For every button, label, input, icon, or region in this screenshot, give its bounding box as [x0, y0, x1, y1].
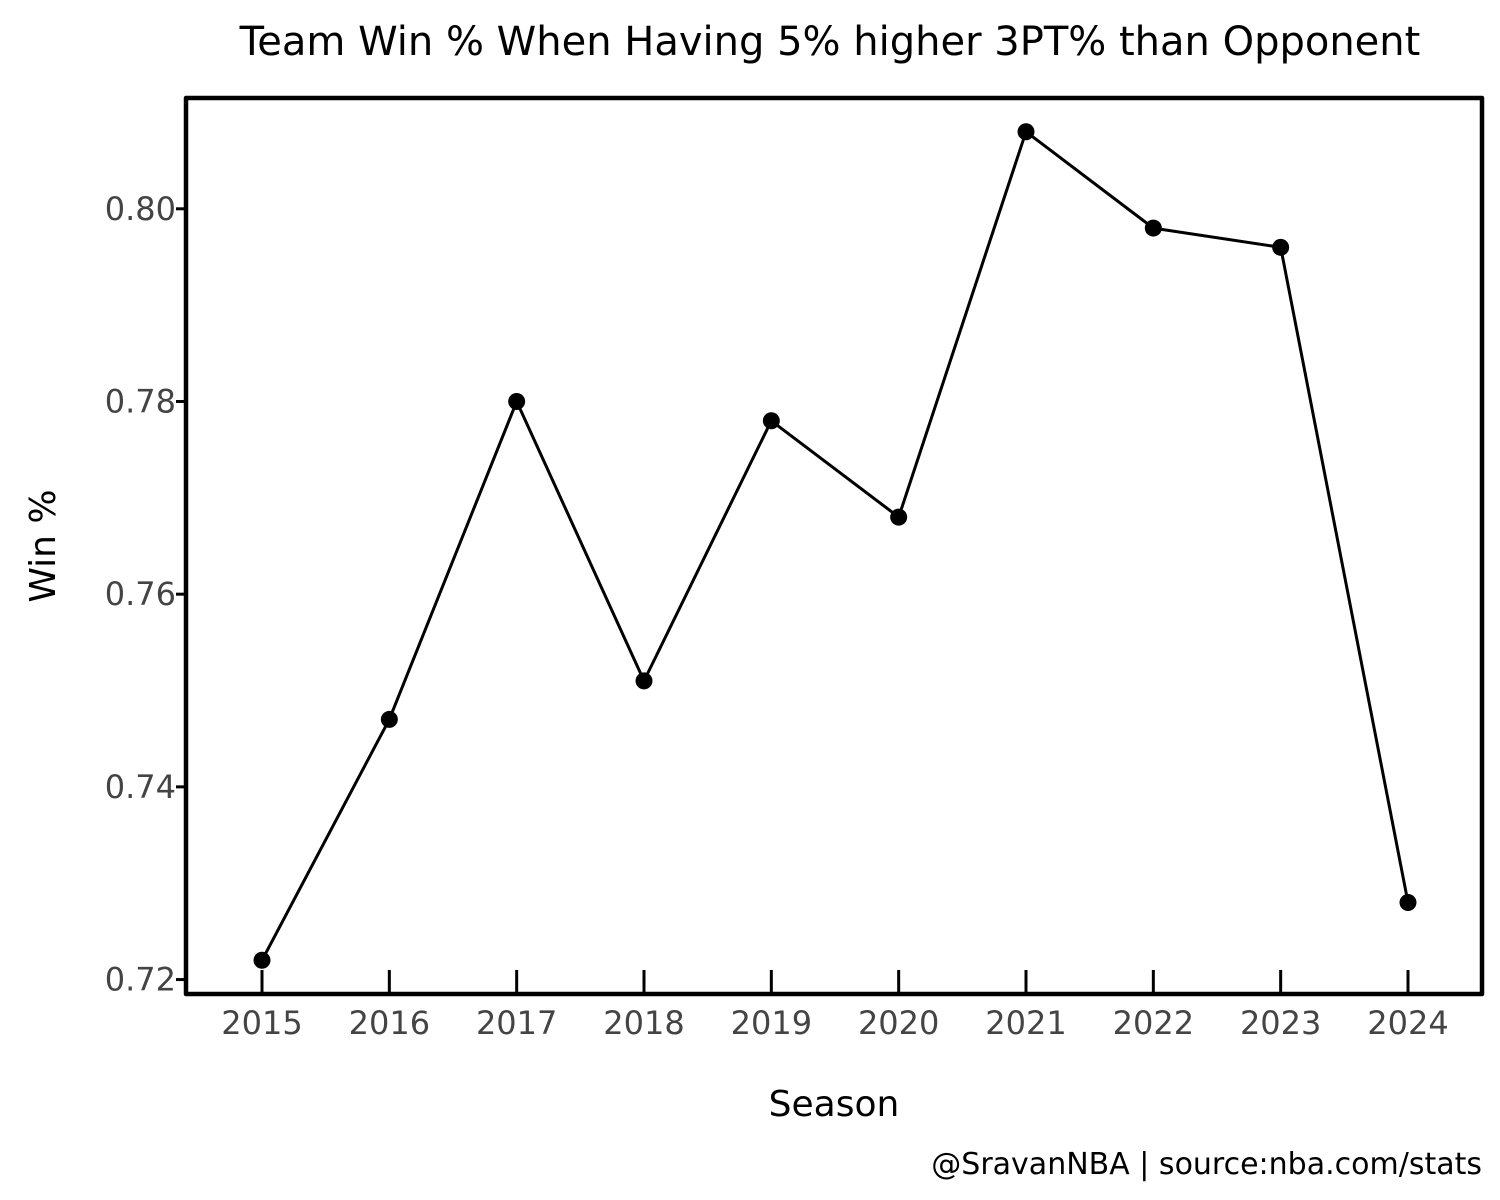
series-line — [260, 130, 1410, 962]
source-credit: @SravanNBA | source:nba.com/stats — [931, 1147, 1482, 1182]
chart-title: Team Win % When Having 5% higher 3PT% th… — [239, 19, 1421, 65]
data-markers — [253, 123, 1417, 969]
data-point — [508, 392, 526, 410]
y-tick-label: 0.74 — [105, 768, 176, 806]
x-tick-label: 2017 — [476, 1004, 557, 1042]
x-tick-label: 2020 — [858, 1004, 939, 1042]
data-point — [890, 508, 908, 526]
data-point — [380, 710, 398, 728]
data-point — [762, 412, 780, 430]
x-tick-label: 2024 — [1367, 1004, 1448, 1042]
data-point — [635, 672, 653, 690]
x-axis: 2015 2016 2017 2018 2019 2020 2021 2022 2023 2024 — [221, 970, 1449, 1042]
x-tick-label: 2022 — [1113, 1004, 1194, 1042]
x-tick-label: 2016 — [349, 1004, 430, 1042]
data-point — [1272, 238, 1290, 256]
data-point — [1144, 219, 1162, 237]
x-tick-label: 2019 — [731, 1004, 812, 1042]
y-tick-label: 0.80 — [105, 190, 176, 228]
data-point — [253, 951, 271, 969]
y-axis: 0.72 0.74 0.76 0.78 0.80 — [105, 190, 188, 999]
y-tick-label: 0.78 — [105, 382, 176, 420]
x-axis-label: Season — [769, 1084, 900, 1125]
x-tick-label: 2021 — [985, 1004, 1066, 1042]
y-axis-label: Win % — [23, 489, 64, 602]
x-tick-label: 2023 — [1240, 1004, 1321, 1042]
x-tick-label: 2018 — [603, 1004, 684, 1042]
data-point — [1399, 893, 1417, 911]
y-tick-label: 0.76 — [105, 575, 176, 613]
y-tick-label: 0.72 — [105, 961, 176, 999]
data-point — [1017, 123, 1035, 141]
plot-frame — [183, 95, 1485, 997]
x-tick-label: 2015 — [221, 1004, 302, 1042]
